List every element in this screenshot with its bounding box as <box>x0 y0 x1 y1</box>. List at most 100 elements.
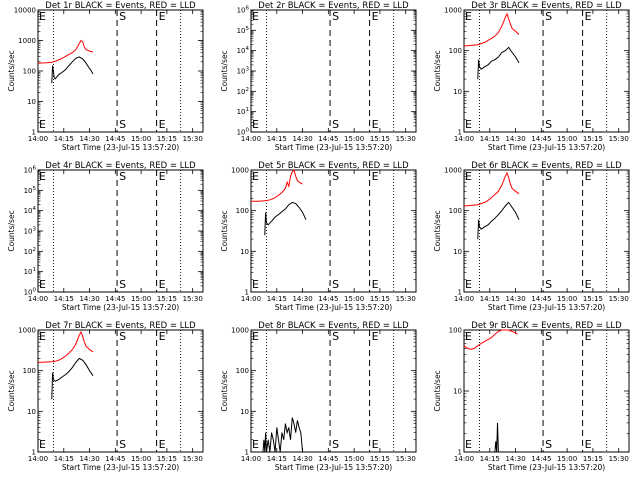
y-tick-label: 100 <box>449 47 462 55</box>
marker-label-s-bottom: S <box>332 278 339 291</box>
marker-label-e: E <box>372 330 379 343</box>
x-tick-label: 15:30 <box>609 295 629 303</box>
x-tick-label: 14:15 <box>267 455 287 463</box>
plot-frame <box>37 329 204 453</box>
y-tick-label: 10000 <box>14 7 36 15</box>
y-tick-label: 100 <box>449 327 462 335</box>
x-axis-label: Start Time (23-Jul-15 13:57:20) <box>62 303 179 312</box>
y-tick-label: 100 <box>24 288 37 297</box>
marker-label-e-bottom: E <box>159 278 166 291</box>
marker-label-e-bottom: E <box>585 278 592 291</box>
y-tick-label: 1 <box>32 129 36 137</box>
x-axis-label: Start Time (23-Jul-15 13:57:20) <box>275 143 392 152</box>
y-tick-label: 10 <box>240 248 249 256</box>
panel-title: Det 2r BLACK = Events, RED = LLD <box>258 1 409 11</box>
x-tick-label: 14:15 <box>480 455 500 463</box>
y-tick-label: 1 <box>32 449 36 457</box>
panel-title: Det 4r BLACK = Events, RED = LLD <box>45 161 196 171</box>
marker-label-e: E <box>39 10 46 23</box>
x-axis-label: Start Time (23-Jul-15 13:57:20) <box>62 143 179 152</box>
x-tick-label: 14:00 <box>454 135 474 143</box>
panel-title: Det 7r BLACK = Events, RED = LLD <box>45 321 196 331</box>
y-tick-label: 106 <box>24 166 37 175</box>
x-tick-label: 15:15 <box>157 455 177 463</box>
y-axis-label: Counts/sec <box>220 370 229 411</box>
x-tick-label: 14:30 <box>79 455 99 463</box>
y-axis-label: Counts/sec <box>433 210 442 251</box>
marker-label-e-bottom: E <box>585 118 592 131</box>
marker-label-s-bottom: S <box>545 118 552 131</box>
y-tick-label: 100 <box>237 128 250 137</box>
series-lld-line <box>251 168 303 202</box>
panel-det-8: Det 8r BLACK = Events, RED = LLD 14:00 14:… <box>220 321 417 472</box>
series-events-line <box>51 56 94 84</box>
y-tick-label: 100 <box>23 68 36 76</box>
x-tick-label: 14:45 <box>318 295 338 303</box>
marker-label-s: S <box>545 10 552 23</box>
x-axis-label: Start Time (23-Jul-15 13:57:20) <box>62 463 179 472</box>
x-tick-label: 15:00 <box>344 295 364 303</box>
panel-det-3: Det 3r BLACK = Events, RED = LLD 14:00 14:… <box>433 1 630 152</box>
plot-frame <box>463 329 630 453</box>
x-tick-label: 14:45 <box>105 135 125 143</box>
marker-label-s-bottom: S <box>119 118 126 131</box>
marker-label-e-bottom: E <box>159 118 166 131</box>
x-tick-label: 14:30 <box>505 135 525 143</box>
y-tick-label: 100 <box>449 207 462 215</box>
marker-label-e-bottom: E <box>465 118 472 131</box>
x-tick-label: 14:30 <box>292 295 312 303</box>
marker-label-e: E <box>252 10 259 23</box>
marker-label-e-bottom: E <box>252 118 259 131</box>
x-tick-label: 14:45 <box>318 455 338 463</box>
series-lld-line <box>463 329 518 350</box>
marker-label-e-bottom: E <box>39 118 46 131</box>
x-tick-label: 15:15 <box>157 135 177 143</box>
y-tick-label: 105 <box>24 186 37 195</box>
x-tick-label: 14:00 <box>454 295 474 303</box>
marker-label-s: S <box>332 10 339 23</box>
y-tick-label: 1 <box>458 289 462 297</box>
plot-frame <box>250 9 417 133</box>
marker-label-s-bottom: S <box>119 438 126 451</box>
x-tick-label: 14:00 <box>454 455 474 463</box>
x-tick-label: 14:15 <box>54 295 74 303</box>
plot-frame <box>250 329 417 453</box>
x-tick-label: 15:00 <box>344 135 364 143</box>
y-tick-label: 1000 <box>231 327 249 335</box>
x-tick-label: 15:00 <box>131 455 151 463</box>
x-tick-label: 15:15 <box>157 295 177 303</box>
y-tick-label: 10 <box>453 388 462 396</box>
marker-label-s-bottom: S <box>332 118 339 131</box>
x-tick-label: 14:30 <box>79 135 99 143</box>
y-axis-label: Counts/sec <box>220 210 229 251</box>
series-lld-line <box>463 12 520 47</box>
series-lld-line <box>37 330 94 363</box>
marker-label-e: E <box>252 170 259 183</box>
marker-label-e-bottom: E <box>585 438 592 451</box>
x-tick-label: 15:15 <box>583 455 603 463</box>
x-tick-label: 14:00 <box>241 135 261 143</box>
y-tick-label: 104 <box>237 46 250 55</box>
y-tick-label: 106 <box>237 6 250 15</box>
marker-label-e: E <box>372 10 379 23</box>
series-events-line <box>477 46 520 80</box>
y-axis-label: Counts/sec <box>7 50 16 91</box>
marker-label-e-bottom: E <box>372 118 379 131</box>
marker-label-s: S <box>545 170 552 183</box>
x-tick-label: 14:00 <box>28 295 48 303</box>
panel-det-4: Det 4r BLACK = Events, RED = LLD 14:00 14:… <box>7 161 204 312</box>
plot-frame <box>250 169 417 293</box>
panel-det-6: Det 6r BLACK = Events, RED = LLD 14:00 14:… <box>433 161 630 312</box>
y-tick-label: 101 <box>237 107 249 116</box>
y-tick-label: 103 <box>237 67 250 76</box>
panel-title: Det 9r BLACK = Events, RED = LLD <box>471 321 622 331</box>
marker-label-e-bottom: E <box>372 278 379 291</box>
y-tick-label: 1000 <box>444 7 462 15</box>
marker-label-e: E <box>39 330 46 343</box>
marker-label-e-bottom: E <box>159 438 166 451</box>
x-tick-label: 14:45 <box>531 295 551 303</box>
x-tick-label: 15:30 <box>609 455 629 463</box>
y-tick-label: 10 <box>453 248 462 256</box>
